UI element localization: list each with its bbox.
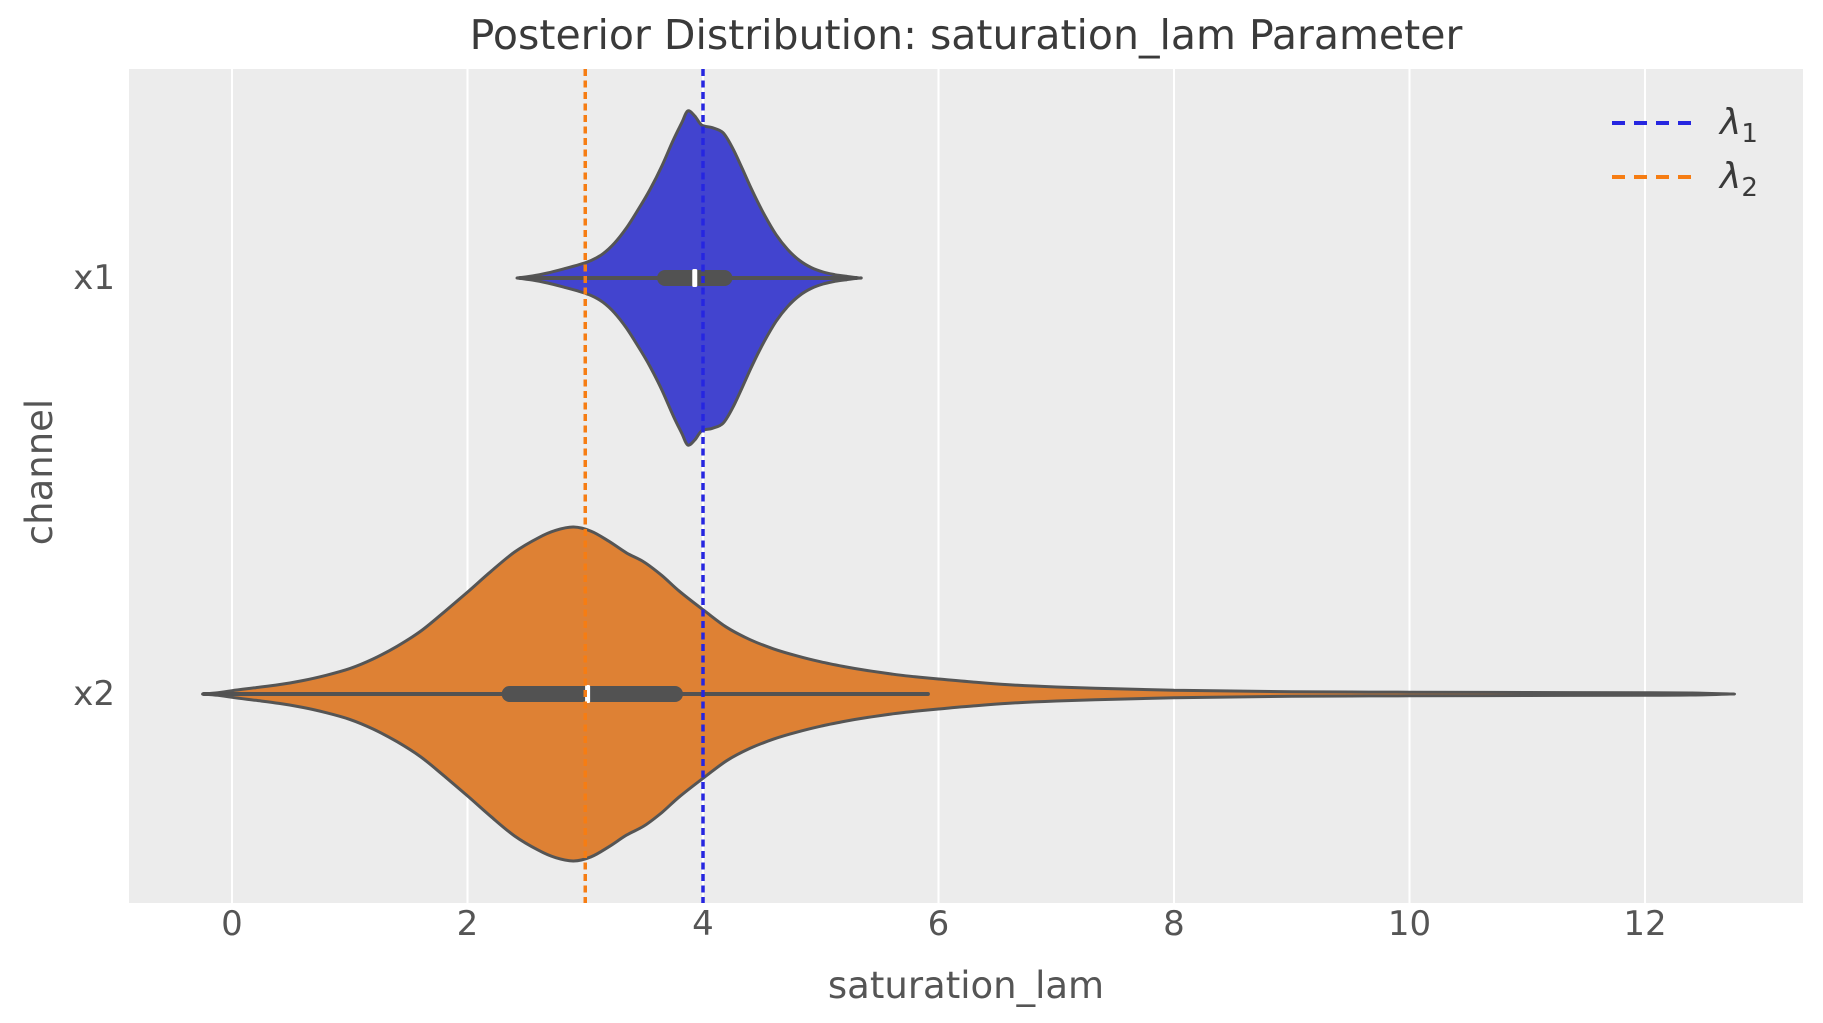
legend-dashed-line-sample (1612, 121, 1692, 125)
x-tick-label-0: 0 (221, 904, 243, 944)
y-axis-label: channel (18, 398, 61, 546)
legend-item-lambda-2: λ2 (1610, 150, 1758, 204)
inner-box-x2 (201, 685, 930, 703)
chart-title: Posterior Distribution: saturation_lam P… (129, 12, 1803, 58)
legend: λ1 λ2 (1610, 96, 1758, 204)
x-tick-label-12: 12 (1623, 904, 1667, 944)
x-tick-label-8: 8 (1163, 904, 1185, 944)
x-tick-label-10: 10 (1387, 904, 1432, 944)
iqr-box-x2 (501, 686, 683, 702)
x-axis-label: saturation_lam (827, 964, 1105, 1007)
legend-label: λ2 (1720, 156, 1758, 204)
legend-dashed-line-sample (1612, 175, 1692, 179)
y-tick-label-x1: x1 (73, 258, 115, 298)
plot-area (129, 69, 1803, 903)
x-tick-label-4: 4 (692, 904, 714, 944)
median-tick-x2 (585, 685, 591, 703)
inner-box-x1 (518, 269, 859, 287)
median-tick-x1 (692, 269, 698, 287)
legend-label: λ1 (1720, 102, 1758, 150)
legend-item-lambda-1: λ1 (1610, 96, 1758, 150)
gridlines (231, 69, 1646, 903)
x-tick-label-6: 6 (927, 904, 950, 944)
x-tick-label-2: 2 (456, 904, 479, 944)
chart-title-text: Posterior Distribution: saturation_lam P… (469, 11, 1463, 59)
y-tick-label-x2: x2 (73, 674, 115, 714)
